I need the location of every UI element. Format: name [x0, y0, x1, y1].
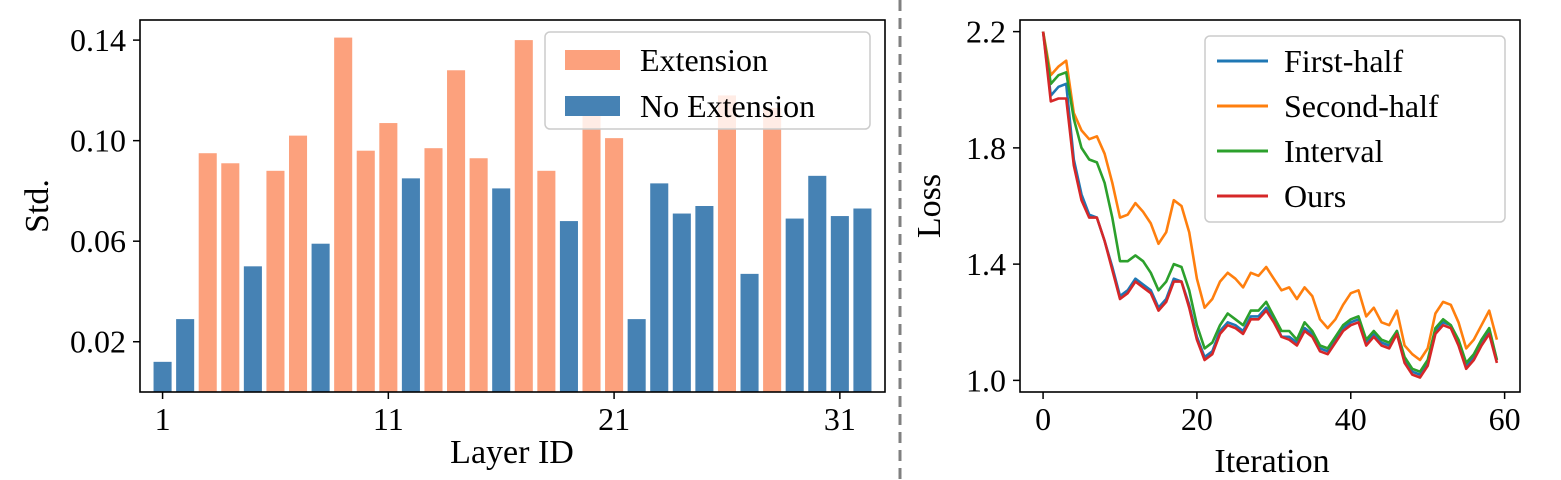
bar-layer-17 — [514, 40, 533, 393]
bar-legend: Extension No Extension — [544, 31, 871, 130]
bar-layer-11 — [379, 123, 398, 393]
bar-layer-16 — [492, 188, 511, 392]
bar-layer-1 — [153, 361, 172, 392]
bar-layer-23 — [650, 183, 669, 392]
line-x-axis-label: Iteration — [1214, 443, 1329, 480]
bar-x-axis-label: Layer ID — [450, 434, 574, 471]
bar-layer-18 — [537, 170, 556, 392]
bar-layer-27 — [740, 273, 759, 392]
bar-layer-6 — [266, 170, 285, 392]
bar-y-tick-label: 0.14 — [70, 22, 126, 58]
bar-chart-panel: 1 11 21 31 0.020.060.100.14 Layer ID Std. E… — [19, 19, 886, 471]
bar-layer-20 — [582, 113, 601, 392]
line-x-tick-label: 60 — [1489, 401, 1521, 437]
bar-x-tick-label: 11 — [373, 401, 404, 437]
bar-layer-19 — [559, 221, 578, 392]
bar-layer-8 — [311, 243, 330, 392]
bar-layer-7 — [289, 135, 308, 392]
bar-layer-3 — [198, 153, 217, 392]
bar-y-tick-label: 0.06 — [70, 223, 126, 259]
bar-x-tick-label: 1 — [155, 401, 171, 437]
line-series-interval — [1041, 31, 1499, 374]
bar-legend-swatch — [565, 50, 620, 70]
line-y-ticks: 1.0 1.4 1.8 2.2 — [966, 14, 1020, 398]
bar-x-ticks: 1 11 21 31 — [155, 392, 856, 437]
line-y-tick-label: 1.0 — [966, 362, 1006, 398]
bar-legend-box — [544, 31, 871, 130]
bar-layer-29 — [785, 218, 804, 392]
line-x-ticks: 0 20 40 60 — [1035, 392, 1521, 437]
bar-layer-22 — [627, 319, 646, 392]
bar-plot-frame — [139, 19, 886, 393]
bar-layer-14 — [447, 70, 466, 393]
line-legend-box — [1204, 35, 1506, 223]
bar-x-tick-label: 31 — [824, 401, 856, 437]
bar-layer-12 — [401, 178, 420, 392]
line-chart-panel: 0 20 40 60 1.0 1.4 1.8 2.2 Iteration Loss Firs… — [911, 14, 1521, 480]
bar-layer-28 — [763, 107, 782, 393]
line-legend-label: First-half — [1284, 43, 1403, 79]
line-legend: First-half Second-half Interval Ours — [1204, 35, 1506, 223]
bar-y-ticks: 0.02 0.06 0.10 0.14 — [70, 22, 140, 360]
bar-layer-4 — [221, 163, 240, 392]
line-y-tick-label: 2.2 — [966, 14, 1006, 50]
bar-layer-13 — [424, 148, 443, 392]
line-legend-label: Interval — [1284, 133, 1384, 169]
bar-y-axis-label: Std. — [19, 179, 56, 233]
bar-layer-5 — [243, 266, 262, 392]
line-legend-label: Ours — [1284, 178, 1346, 214]
line-series-ours — [1041, 31, 1499, 379]
line-series — [1041, 31, 1499, 379]
line-x-tick-label: 40 — [1335, 401, 1367, 437]
bar-legend-swatch — [565, 96, 620, 116]
line-series-second-half — [1041, 31, 1499, 362]
bar-legend-label: Extension — [640, 42, 768, 78]
bar-legend-label: No Extension — [640, 88, 815, 124]
bar-layer-10 — [356, 150, 375, 392]
bar-series — [153, 37, 872, 393]
line-y-tick-label: 1.4 — [966, 246, 1006, 282]
bar-layer-9 — [334, 37, 353, 392]
line-plot-frame — [1019, 19, 1521, 393]
bar-layer-32 — [853, 208, 872, 392]
line-x-tick-label: 20 — [1181, 401, 1213, 437]
bar-layer-15 — [469, 158, 488, 392]
bar-layer-25 — [695, 206, 714, 392]
line-y-tick-label: 1.8 — [966, 130, 1006, 166]
bar-x-tick-label: 21 — [598, 401, 630, 437]
bar-layer-21 — [605, 138, 624, 392]
bar-layer-31 — [830, 216, 849, 392]
line-y-axis-label: Loss — [911, 174, 948, 238]
bar-layer-24 — [672, 213, 691, 392]
line-x-tick-label: 0 — [1035, 401, 1051, 437]
bar-y-tick-label: 0.10 — [70, 123, 126, 159]
bar-y-tick-label: 0.02 — [70, 324, 126, 360]
bar-layer-2 — [176, 319, 195, 392]
line-legend-label: Second-half — [1284, 88, 1439, 124]
bar-layer-26 — [717, 95, 736, 393]
bar-layer-30 — [808, 175, 827, 392]
